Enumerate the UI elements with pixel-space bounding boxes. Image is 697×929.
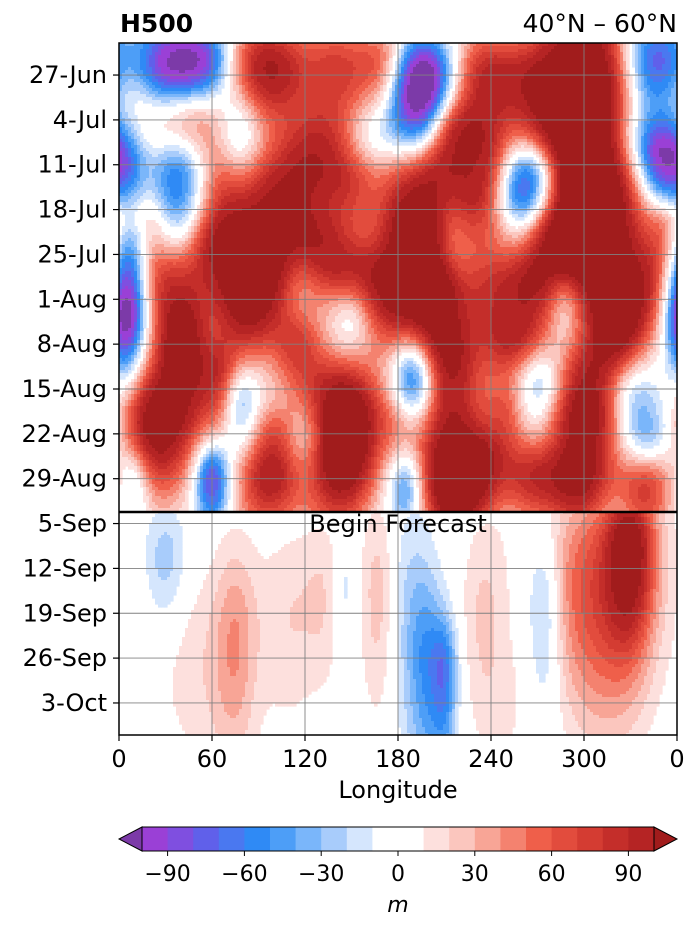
chart-title: H500 [120,9,193,38]
heatmap-cell [218,91,222,95]
heatmap-cell [206,97,210,101]
heatmap-cell [173,103,177,107]
chart-subtitle: 40°N – 60°N [523,9,677,38]
heatmap-cell [212,94,216,98]
heatmap-cell [188,100,192,104]
